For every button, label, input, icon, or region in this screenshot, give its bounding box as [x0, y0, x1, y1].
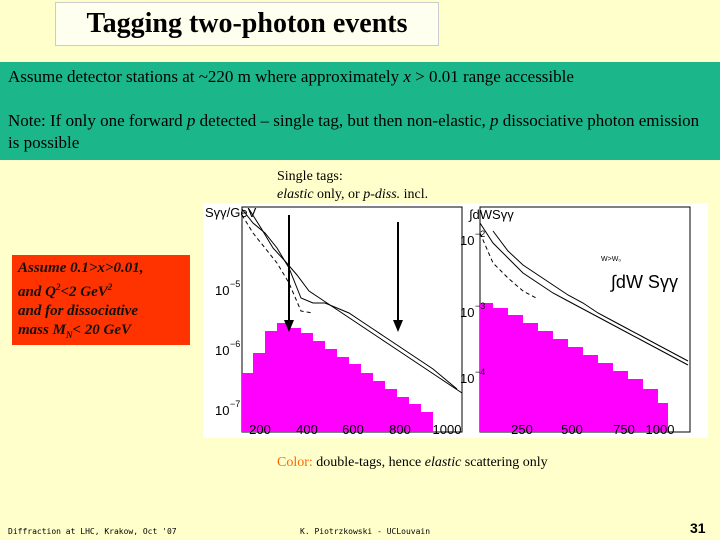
x-tick-label: 250	[511, 422, 533, 437]
caption: Color: double-tags, hence elastic scatte…	[277, 455, 548, 471]
single-tags: Single tags: elastic only, or p-diss. in…	[277, 168, 428, 204]
x-tick-label: 1000	[433, 422, 462, 437]
histogram-line	[492, 230, 689, 362]
x-tick-label: 500	[561, 422, 583, 437]
text: elastic	[277, 187, 314, 202]
histogram-dashed	[241, 214, 314, 314]
y-tick-exp: −6	[230, 339, 240, 349]
text: double-tags, hence	[312, 455, 425, 470]
cuts-box: Assume 0.1>x>0.01, and Q2<2 GeV2 and for…	[12, 255, 190, 345]
text: p	[186, 111, 196, 130]
text: <2 GeV	[60, 284, 108, 300]
y-label: Sγγ/GeV	[205, 205, 257, 220]
x-tick-label: 400	[296, 422, 318, 437]
histogram-dashed	[479, 232, 539, 300]
text: scattering only	[461, 455, 548, 470]
text: Assume detector stations at ~220 m where…	[8, 67, 404, 86]
y-tick-label: 10	[215, 343, 229, 358]
histogram-line	[248, 208, 463, 394]
text: detected – single tag, but then non-elas…	[195, 111, 490, 130]
text: mass M	[18, 322, 66, 338]
text: elastic	[424, 455, 462, 470]
text: Assume 0.1>x>0.01,	[18, 260, 144, 276]
y-tick-label: 10	[460, 371, 474, 386]
formula-limit: W>W₀	[601, 256, 621, 263]
y-tick-exp: −5	[230, 279, 240, 289]
y-tick-exp: −3	[475, 301, 485, 311]
arrow-head	[284, 320, 294, 332]
y-tick-label: 10	[215, 403, 229, 418]
text: 2	[107, 282, 113, 292]
text: p-diss.	[363, 187, 401, 202]
text: 2	[55, 282, 61, 292]
text: dissociative photon emission is possible	[8, 111, 700, 152]
text: incl.	[400, 187, 429, 202]
arrow-head	[393, 320, 403, 332]
plots: Sγγ/GeV 10 −5 10 −6 10 −7 200 400 600 800 1…	[203, 203, 708, 438]
text: p	[490, 111, 499, 130]
y-tick-label: 10	[460, 233, 474, 248]
text: < 20 GeV	[72, 322, 131, 338]
y-tick-exp: −4	[475, 367, 485, 377]
slide-title: Tagging two-photon events	[55, 2, 439, 46]
text: only, or	[313, 187, 364, 202]
arrows	[284, 215, 403, 332]
text: Single tags:	[277, 169, 343, 184]
histogram-fill	[242, 323, 433, 432]
x-tick-label: 600	[342, 422, 364, 437]
histogram-fill	[480, 303, 668, 432]
histogram-line	[479, 222, 689, 366]
x-tick-label: 800	[389, 422, 411, 437]
text: Note: If only one forward	[8, 111, 187, 130]
x-tick-label: 750	[613, 422, 635, 437]
footer-left: Diffraction at LHC, Krakow, Oct '07	[8, 527, 177, 536]
formula: ∫dW Sγγ	[609, 272, 678, 292]
footer-center: K. Piotrzkowski - UCLouvain	[300, 527, 431, 536]
y-tick-exp: −7	[230, 399, 240, 409]
histogram-line	[241, 208, 458, 390]
y-label: ∫dWSγγ	[468, 207, 514, 222]
text: > 0.01 range accessible	[410, 67, 574, 86]
assumption: Assume detector stations at ~220 m where…	[0, 66, 720, 88]
note: Note: If only one forward p detected – s…	[0, 110, 720, 154]
text: and for dissociative	[18, 303, 138, 319]
x-tick-label: 200	[249, 422, 271, 437]
page-number: 31	[690, 520, 706, 536]
info-band: Assume detector stations at ~220 m where…	[0, 62, 720, 160]
y-tick-exp: −2	[475, 229, 485, 239]
y-tick-label: 10	[215, 283, 229, 298]
text: and Q	[18, 284, 56, 300]
text: Color:	[277, 455, 313, 470]
text: N	[65, 330, 73, 340]
x-tick-label: 1000	[646, 422, 675, 437]
text: x	[403, 67, 411, 86]
y-tick-label: 10	[460, 305, 474, 320]
